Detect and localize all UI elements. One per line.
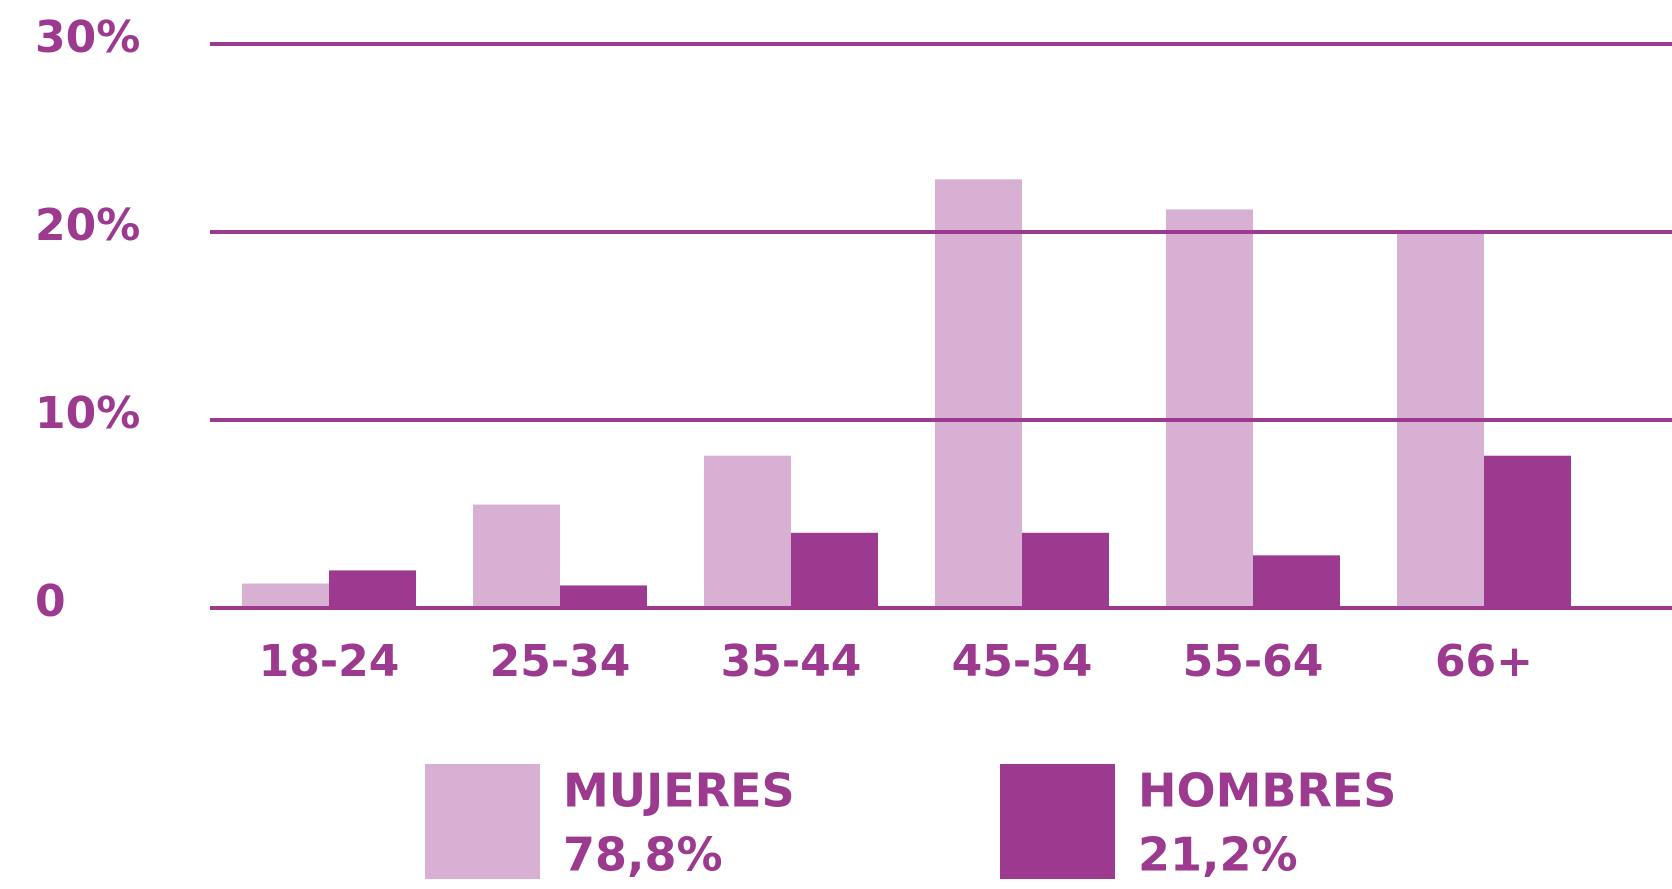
bar: [242, 583, 329, 608]
legend-label: MUJERES: [563, 764, 795, 818]
x-tick-label: 18-24: [259, 636, 400, 687]
bar: [704, 455, 791, 608]
bar: [1253, 555, 1340, 608]
legend-label: HOMBRES: [1138, 764, 1396, 818]
bar: [560, 585, 647, 608]
bar: [1166, 209, 1253, 608]
x-tick-label: 55-64: [1183, 636, 1324, 687]
bar: [791, 532, 878, 608]
x-tick-label: 35-44: [721, 636, 862, 687]
y-tick-label: 10%: [35, 388, 140, 439]
y-tick-label: 0: [35, 576, 66, 627]
y-tick-label: 20%: [35, 200, 140, 251]
legend-total: 21,2%: [1138, 828, 1298, 882]
legend-swatch: [1000, 764, 1115, 879]
legend-swatch: [425, 764, 540, 879]
x-tick-label: 45-54: [952, 636, 1093, 687]
bar: [473, 504, 560, 608]
x-tick-label: 25-34: [490, 636, 631, 687]
bar: [1484, 455, 1571, 608]
bar: [329, 570, 416, 608]
legend-total: 78,8%: [563, 828, 723, 882]
bar: [1022, 532, 1109, 608]
bar: [935, 179, 1022, 609]
x-tick-label: 66+: [1435, 636, 1533, 687]
y-tick-label: 30%: [35, 12, 140, 63]
